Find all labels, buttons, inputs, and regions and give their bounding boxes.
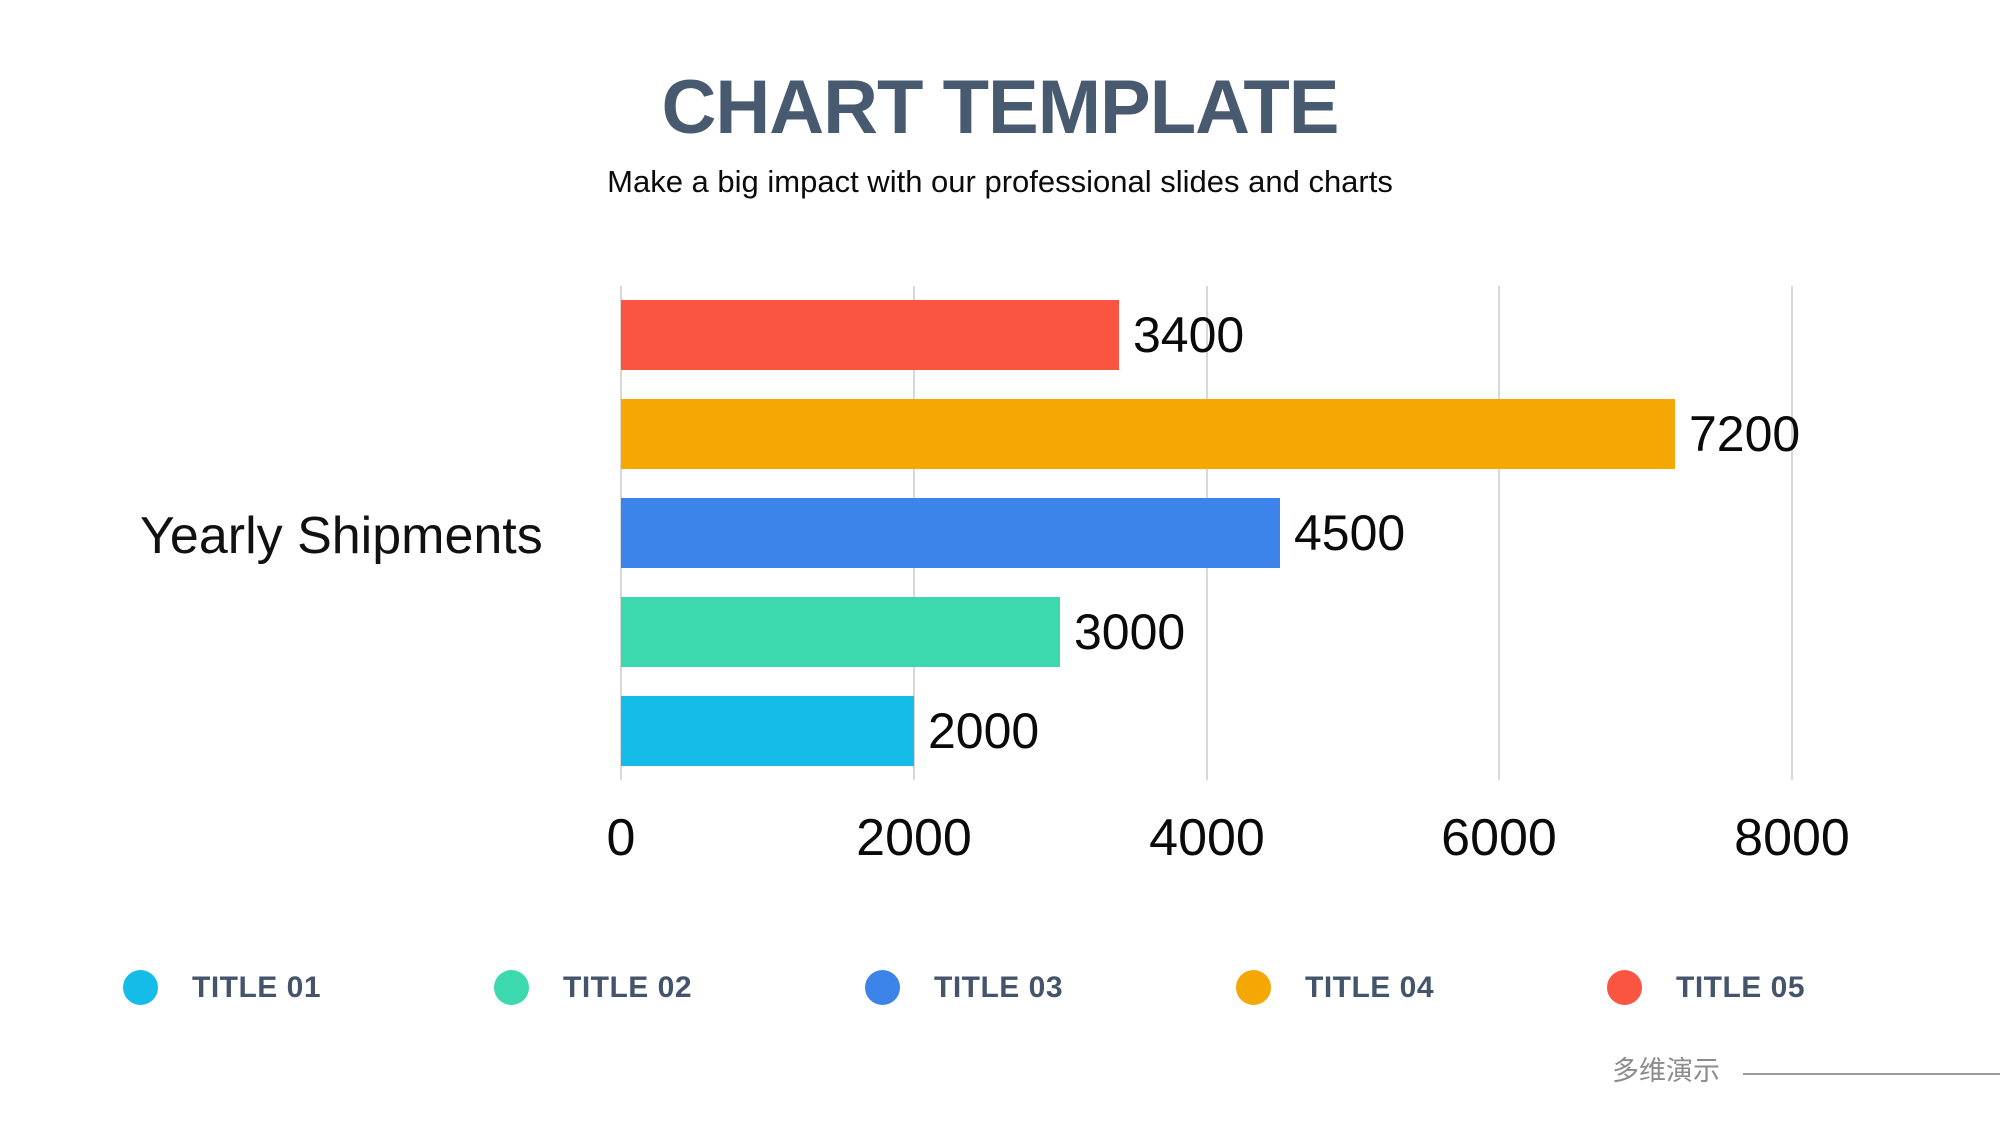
legend-item-title-05: TITLE 05 [1607, 970, 1805, 1005]
x-axis: 0 2000 4000 6000 8000 [607, 809, 1850, 872]
watermark-divider-line [1743, 1073, 2000, 1075]
legend-dot-icon [494, 970, 529, 1005]
x-tick-label-4000: 4000 [1149, 809, 1265, 867]
bar-title-01 [621, 695, 914, 766]
legend-label: TITLE 02 [563, 971, 693, 1004]
bar-title-04 [621, 399, 1675, 470]
bar-title-05 [621, 300, 1119, 371]
watermark-text: 多维演示 [1612, 1056, 1720, 1086]
legend-label: TITLE 03 [934, 971, 1064, 1004]
bar-value-label: 4500 [1294, 505, 1406, 561]
legend-dot-icon [1607, 970, 1642, 1005]
legend-dot-icon [1236, 970, 1271, 1005]
gridline-8000 [1791, 286, 1793, 780]
bar-row: 3000 [621, 596, 2000, 667]
legend-item-title-01: TITLE 01 [123, 970, 321, 1005]
bar-title-03 [621, 498, 1280, 568]
x-tick-label-8000: 8000 [1734, 809, 1850, 867]
x-tick-label-0: 0 [606, 809, 636, 867]
bar-value-label: 3400 [1133, 307, 1245, 364]
x-tick-label-6000: 6000 [1441, 809, 1557, 867]
bar-row: 2000 [621, 695, 2000, 766]
bar-value-label: 7200 [1689, 406, 1801, 463]
legend-item-title-02: TITLE 02 [494, 970, 692, 1005]
legend-dot-icon [123, 970, 158, 1005]
legend-label: TITLE 05 [1676, 971, 1806, 1004]
bar-title-02 [621, 596, 1060, 667]
legend-item-title-03: TITLE 03 [865, 970, 1063, 1005]
bar-value-label: 2000 [928, 702, 1040, 759]
gridline-6000 [1498, 286, 1500, 780]
legend-dot-icon [865, 970, 900, 1005]
page-subtitle: Make a big impact with our professional … [607, 164, 1393, 199]
chart-legend: TITLE 01 TITLE 02 TITLE 03 TITLE 04 TITLE 05 [0, 970, 2000, 1010]
bar-row: 3400 [621, 300, 2000, 371]
bar-value-label: 3000 [1074, 603, 1186, 660]
legend-item-title-04: TITLE 04 [1236, 970, 1434, 1005]
page-title: CHART TEMPLATE [661, 65, 1340, 150]
legend-label: TITLE 04 [1305, 971, 1435, 1004]
bar-row: 4500 [621, 498, 2000, 568]
bar-row: 7200 [621, 399, 2000, 470]
bar-chart-plot-area: 3400 7200 4500 3000 2000 [620, 286, 1800, 780]
legend-label: TITLE 01 [192, 971, 322, 1004]
x-tick-label-2000: 2000 [856, 809, 972, 867]
chart-category-label: Yearly Shipments [140, 507, 543, 565]
